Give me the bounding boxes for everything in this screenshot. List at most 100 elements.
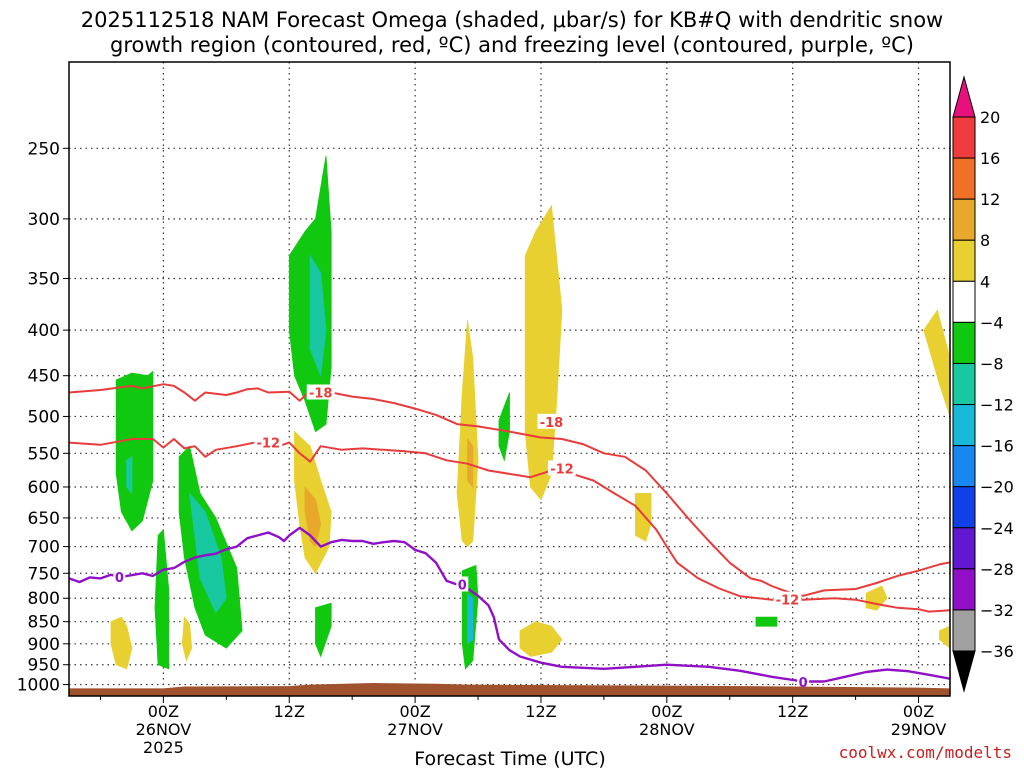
chart-title-line1: 2025112518 NAM Forecast Omega (shaded, μ… [80,8,944,32]
colorbar: 20 16 12 8 4 −4 −8 −12 −16 −20 −24 −28 −32 −36 [952,75,1014,693]
colorbar-swatch-6 [952,362,976,406]
omega-region-22 [923,309,950,417]
isotherm-minus12-label-0: -12 [257,437,281,452]
omega-region-19 [519,621,563,657]
x-tick-label-0: 00Z [148,702,179,721]
y-tick-label-700: 700 [28,538,60,558]
colorbar-label-10: −24 [980,519,1014,538]
x-year-label-0: 2025 [143,738,184,757]
freezing-level-label-bg-2 [797,673,810,689]
colorbar-label-3: 8 [980,231,990,250]
omega-region-20 [635,492,652,542]
y-tick-label-850: 850 [28,613,60,633]
omega-region-3 [189,492,227,614]
isotherm-minus18-label-1: -18 [540,416,564,431]
y-tick-label-750: 750 [28,564,60,584]
omega-region-1 [126,456,133,495]
x-axis-title: Forecast Time (UTC) [414,748,605,768]
omega-region-12 [110,616,133,670]
colorbar-swatch-5 [952,321,976,364]
colorbar-label-5: −4 [980,313,1004,332]
colorbar-swatch-11 [952,568,976,611]
x-date-label-48: 28NOV [639,720,695,739]
x-tick-label-60: 12Z [777,702,808,721]
y-tick-label-950: 950 [28,656,60,676]
isotherm-minus18-label-0: -18 [309,387,333,402]
colorbar-top-arrow [952,75,976,118]
freezing-level-label-1: 0 [458,578,467,593]
colorbar-label-0: 20 [980,108,1000,127]
isotherm-minus18-label-bg-1 [537,413,566,429]
omega-region-23 [939,625,950,649]
omega-region-7 [315,602,332,658]
y-tick-label-500: 500 [28,407,60,427]
y-tick-label-600: 600 [28,478,60,498]
colorbar-label-11: −28 [980,560,1014,579]
y-tick-label-550: 550 [28,444,60,464]
omega-region-13 [181,616,193,662]
contour-layer: -18 -18 -12 -12 -12 0 0 0 [69,383,950,691]
colorbar-label-13: −36 [980,642,1014,661]
chart-title-line2: growth region (contoured, red, ºC) and f… [110,33,914,57]
colorbar-swatch-1 [952,157,976,200]
x-date-label-0: 26NOV [136,720,192,739]
freezing-level-label-bg-0 [113,568,126,584]
y-tick-label-400: 400 [28,321,60,341]
colorbar-swatch-2 [952,198,976,241]
colorbar-swatch-8 [952,445,976,488]
credit-text[interactable]: coolwx.com/modelts [839,743,1012,762]
colorbar-swatch-9 [952,486,976,529]
freezing-level-label-bg-1 [456,576,469,592]
colorbar-swatch-12 [952,609,976,652]
colorbar-label-1: 16 [980,149,1000,168]
x-date-label-24: 27NOV [387,720,443,739]
x-tick-label-36: 12Z [525,702,556,721]
axis-layer: 2503003504004505005506006507007508008509… [17,139,947,757]
freezing-level-label-2: 0 [799,676,808,691]
omega-region-16 [456,320,479,548]
colorbar-label-8: −16 [980,437,1014,456]
x-date-label-72: 29NOV [891,720,947,739]
isotherm-minus12-label-bg-0 [254,434,283,450]
omega-region-0 [115,370,154,532]
colorbar-label-2: 12 [980,190,1000,209]
isotherm-minus18-label-bg-0 [306,384,335,400]
freezing-level-label-0: 0 [115,571,124,586]
colorbar-swatch-4 [952,280,976,323]
isotherm-minus12-label-bg-1 [547,460,576,476]
x-tick-label-12: 12Z [274,702,305,721]
y-tick-label-800: 800 [28,589,60,609]
isotherm-minus12-label-bg-2 [773,591,802,607]
colorbar-swatch-3 [952,239,976,282]
colorbar-label-4: 4 [980,272,990,291]
colorbar-swatch-7 [952,404,976,447]
omega-region-10 [467,592,474,645]
y-tick-label-900: 900 [28,635,60,655]
grid-layer [69,62,950,696]
isotherm-minus12-label-2: -12 [776,594,800,609]
y-tick-label-1000: 1000 [17,676,60,696]
omega-region-6 [309,254,327,376]
colorbar-bottom-arrow [952,650,976,693]
freezing-level-line [69,526,950,683]
omega-region-8 [498,392,510,462]
x-tick-label-24: 00Z [399,702,430,721]
x-tick-label-48: 00Z [651,702,682,721]
y-tick-label-650: 650 [28,509,60,529]
colorbar-label-9: −20 [980,478,1014,497]
x-tick-label-72: 00Z [903,702,934,721]
plot-frame [68,61,951,697]
colorbar-label-7: −12 [980,396,1014,415]
y-tick-label-450: 450 [28,367,60,387]
omega-region-17 [467,437,474,489]
omega-region-11 [755,616,778,627]
omega-region-15 [304,485,322,548]
omega-region-4 [154,528,170,670]
y-tick-label-300: 300 [28,210,60,230]
colorbar-swatch-10 [952,527,976,570]
y-tick-label-350: 350 [28,269,60,289]
isotherm-minus12-label-1: -12 [550,462,574,477]
colorbar-label-12: −32 [980,601,1014,620]
terrain-layer [69,683,950,696]
